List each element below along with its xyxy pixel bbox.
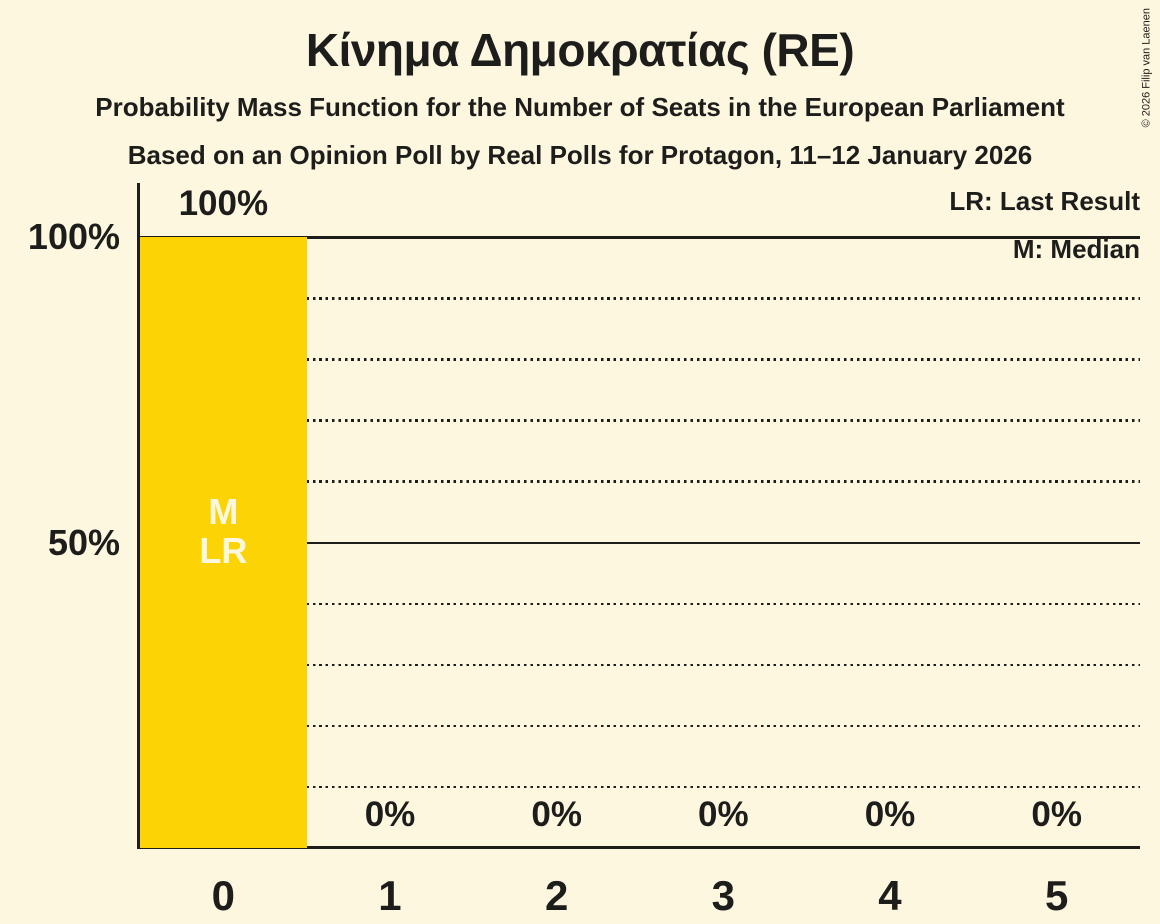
gridline-dotted-70: [140, 419, 1140, 422]
gridline-dotted-10: [140, 785, 1140, 789]
gridline-solid-100: [140, 236, 1140, 239]
x-axis-label-4: 4: [878, 872, 902, 919]
poll-info: Based on an Opinion Poll by Real Polls f…: [127, 140, 1033, 170]
gridline-dotted-30: [140, 663, 1140, 667]
y-axis-tick-label-50: 50%: [47, 521, 120, 563]
bar-value-label-1: 0%: [364, 795, 416, 834]
chart-title: Κίνημα Δημοκρατίας (RE): [305, 24, 855, 76]
x-axis-label-5: 5: [1044, 872, 1069, 919]
x-axis-line: [137, 846, 1140, 849]
x-axis-label-2: 2: [544, 872, 569, 919]
gridline-dotted-80: [140, 358, 1140, 361]
bar-value-label-2: 0%: [531, 795, 582, 834]
y-axis-tick-label-100: 100%: [27, 216, 120, 257]
bar-seats-0: [140, 237, 307, 848]
chart-subtitle: Probability Mass Function for the Number…: [95, 92, 1065, 122]
legend-median: M: Median: [1012, 234, 1140, 264]
gridline-solid-50: [140, 541, 1140, 544]
bar-annotation-line: M: [208, 490, 239, 532]
gridline-dotted-60: [140, 480, 1140, 483]
bar-annotation-0: M LR: [140, 492, 307, 570]
x-axis-label-3: 3: [711, 872, 735, 919]
bar-value-label-4: 0%: [864, 795, 916, 834]
x-axis-label-0: 0: [211, 872, 235, 919]
legend-last-result: LR: Last Result: [949, 186, 1140, 216]
copyright-notice: © 2026 Filip van Laenen: [1140, 8, 1152, 128]
gridline-dotted-90: [140, 297, 1140, 300]
bar-value-label-0: 100%: [178, 184, 269, 223]
y-axis-line: [137, 183, 140, 849]
plot-area: M LR 100% 0 0% 1 0% 2 0% 3 0% 4 0% 5: [140, 184, 1140, 918]
bar-value-label-3: 0%: [698, 795, 749, 834]
gridline-dotted-20: [140, 724, 1140, 728]
bar-annotation-line: LR: [199, 529, 248, 571]
x-axis-label-1: 1: [378, 872, 402, 919]
gridline-dotted-40: [140, 602, 1140, 606]
bar-value-label-5: 0%: [1031, 795, 1082, 834]
